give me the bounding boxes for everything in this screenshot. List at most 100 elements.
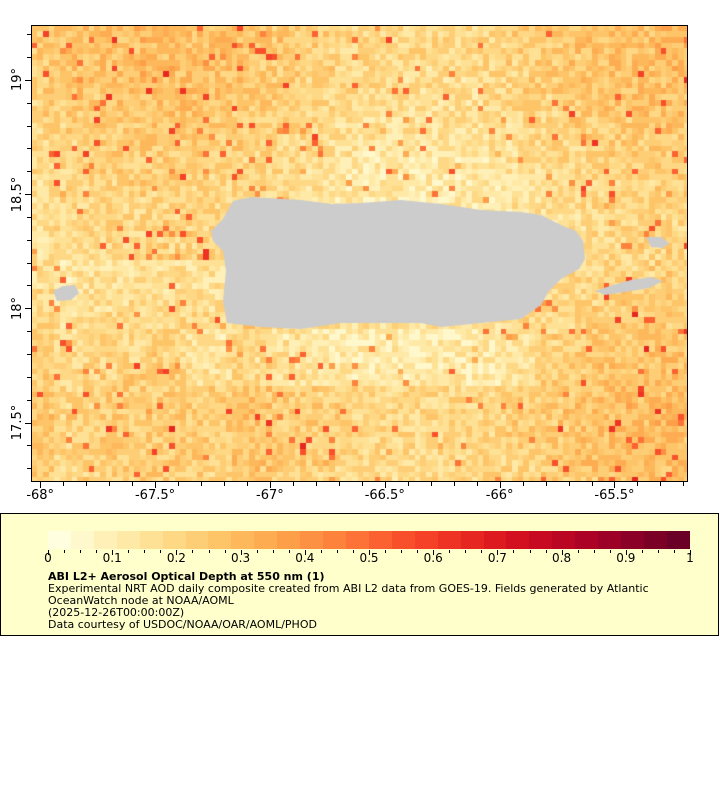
colorbar-swatch [437,531,461,549]
colorbar-swatch [643,531,667,549]
colorbar-swatch [552,531,576,549]
lat-label: 17.5° [9,404,25,441]
colorbar-label: 0.8 [552,551,572,565]
colorbar-swatch [254,531,278,549]
legend-time: (2025-12-26T00:00:00Z) [48,606,185,619]
colorbar-swatch [300,531,324,549]
lon-label: -65.5° [594,488,635,503]
colorbar-swatch [139,531,163,549]
colorbar-tick [160,550,162,553]
lon-label: -68° [26,488,55,503]
colorbar-label: 0.4 [295,551,315,565]
colorbar-tick [641,550,643,553]
lat-label: 19° [9,68,25,92]
colorbar-tick [657,550,659,553]
colorbar-tick [128,550,130,553]
aod-raster [32,26,687,481]
legend-title: ABI L2+ Aerosol Optical Depth at 550 nm … [48,570,325,583]
colorbar-swatch [529,531,553,549]
colorbar-tick [513,550,515,553]
colorbar-swatch [414,531,438,549]
colorbar-tick [593,550,595,553]
map-area [31,25,688,482]
colorbar-tick [577,550,579,553]
colorbar-tick [144,550,146,553]
colorbar-swatch [621,531,644,549]
colorbar-tick [401,550,403,553]
legend-description-cont: OceanWatch node at NOAA/AOML [48,594,234,607]
colorbar-swatch [666,531,690,549]
colorbar-tick [224,550,226,553]
colorbar-swatch [93,531,117,549]
colorbar-swatch [185,531,209,549]
colorbar-tick [192,550,194,553]
colorbar-swatch [483,531,507,549]
colorbar-tick [336,550,338,553]
colorbar-swatch [277,531,301,549]
colorbar-tick [64,550,66,553]
lon-label: -67° [256,488,284,503]
colorbar-tick [561,550,563,555]
colorbar-label: 0.3 [231,551,251,565]
colorbar-label: 0 [44,551,52,565]
colorbar-tick [96,550,98,553]
colorbar-tick [690,550,691,555]
colorbar-swatch [48,531,71,549]
lat-label: 18° [9,296,25,320]
lon-label: -66° [485,488,514,503]
lat-label: 18.5° [9,176,25,212]
colorbar-tick [545,550,547,553]
legend-description: Experimental NRT AOD daily composite cre… [48,582,649,595]
colorbar-tick [240,550,242,555]
colorbar-tick [481,550,483,553]
colorbar-tick [304,550,306,555]
colorbar-tick [449,550,451,553]
colorbar-tick [417,550,419,553]
colorbar-label: 0.2 [166,551,186,565]
colorbar-swatch [575,531,599,549]
colorbar-tick [80,550,82,553]
colorbar-label: 0.5 [359,551,379,565]
colorbar-tick [465,550,467,553]
colorbar-tick [288,550,290,553]
colorbar-tick [385,550,387,553]
colorbar-label: 0.9 [616,551,636,565]
colorbar-tick [208,550,210,553]
colorbar-tick [112,550,114,555]
lon-label: -66.5° [364,488,405,503]
colorbar-tick [625,550,627,555]
colorbar-tick [609,550,611,553]
colorbar-tick [529,550,531,553]
colorbar-tick [433,550,435,555]
colorbar-tick [352,550,354,553]
legend: 0 0.1 0.2 0.3 0.4 0.5 0.6 0.7 0.8 0.9 1 ABI L2+ Ae… [0,513,719,636]
colorbar-swatch [70,531,94,549]
colorbar-swatch [162,531,186,549]
legend-credit: Data courtesy of USDOC/NOAA/OAR/AOML/PHO… [48,618,317,631]
colorbar-swatch [391,531,415,549]
colorbar-tick [176,550,178,555]
colorbar-tick [673,550,675,553]
colorbar-tick [48,550,49,555]
colorbar-tick [320,550,322,553]
lon-label: -67.5° [134,488,176,503]
colorbar-swatch [323,531,346,549]
colorbar-label: 0.1 [102,551,122,565]
colorbar-label: 1 [686,551,694,565]
colorbar-tick [272,550,274,553]
colorbar-tick [497,550,499,555]
colorbar-label: 0.6 [423,551,443,565]
colorbar [48,531,690,549]
colorbar-swatch [345,531,369,549]
colorbar-swatch [598,531,622,549]
axis-ticks [25,34,684,488]
colorbar-swatch [368,531,392,549]
colorbar-label: 0.7 [487,551,507,565]
colorbar-swatch [231,531,255,549]
colorbar-tick [369,550,370,555]
colorbar-swatch [208,531,232,549]
colorbar-tick [256,550,258,553]
colorbar-swatch [460,531,484,549]
colorbar-swatch [506,531,530,549]
colorbar-swatch [116,531,140,549]
